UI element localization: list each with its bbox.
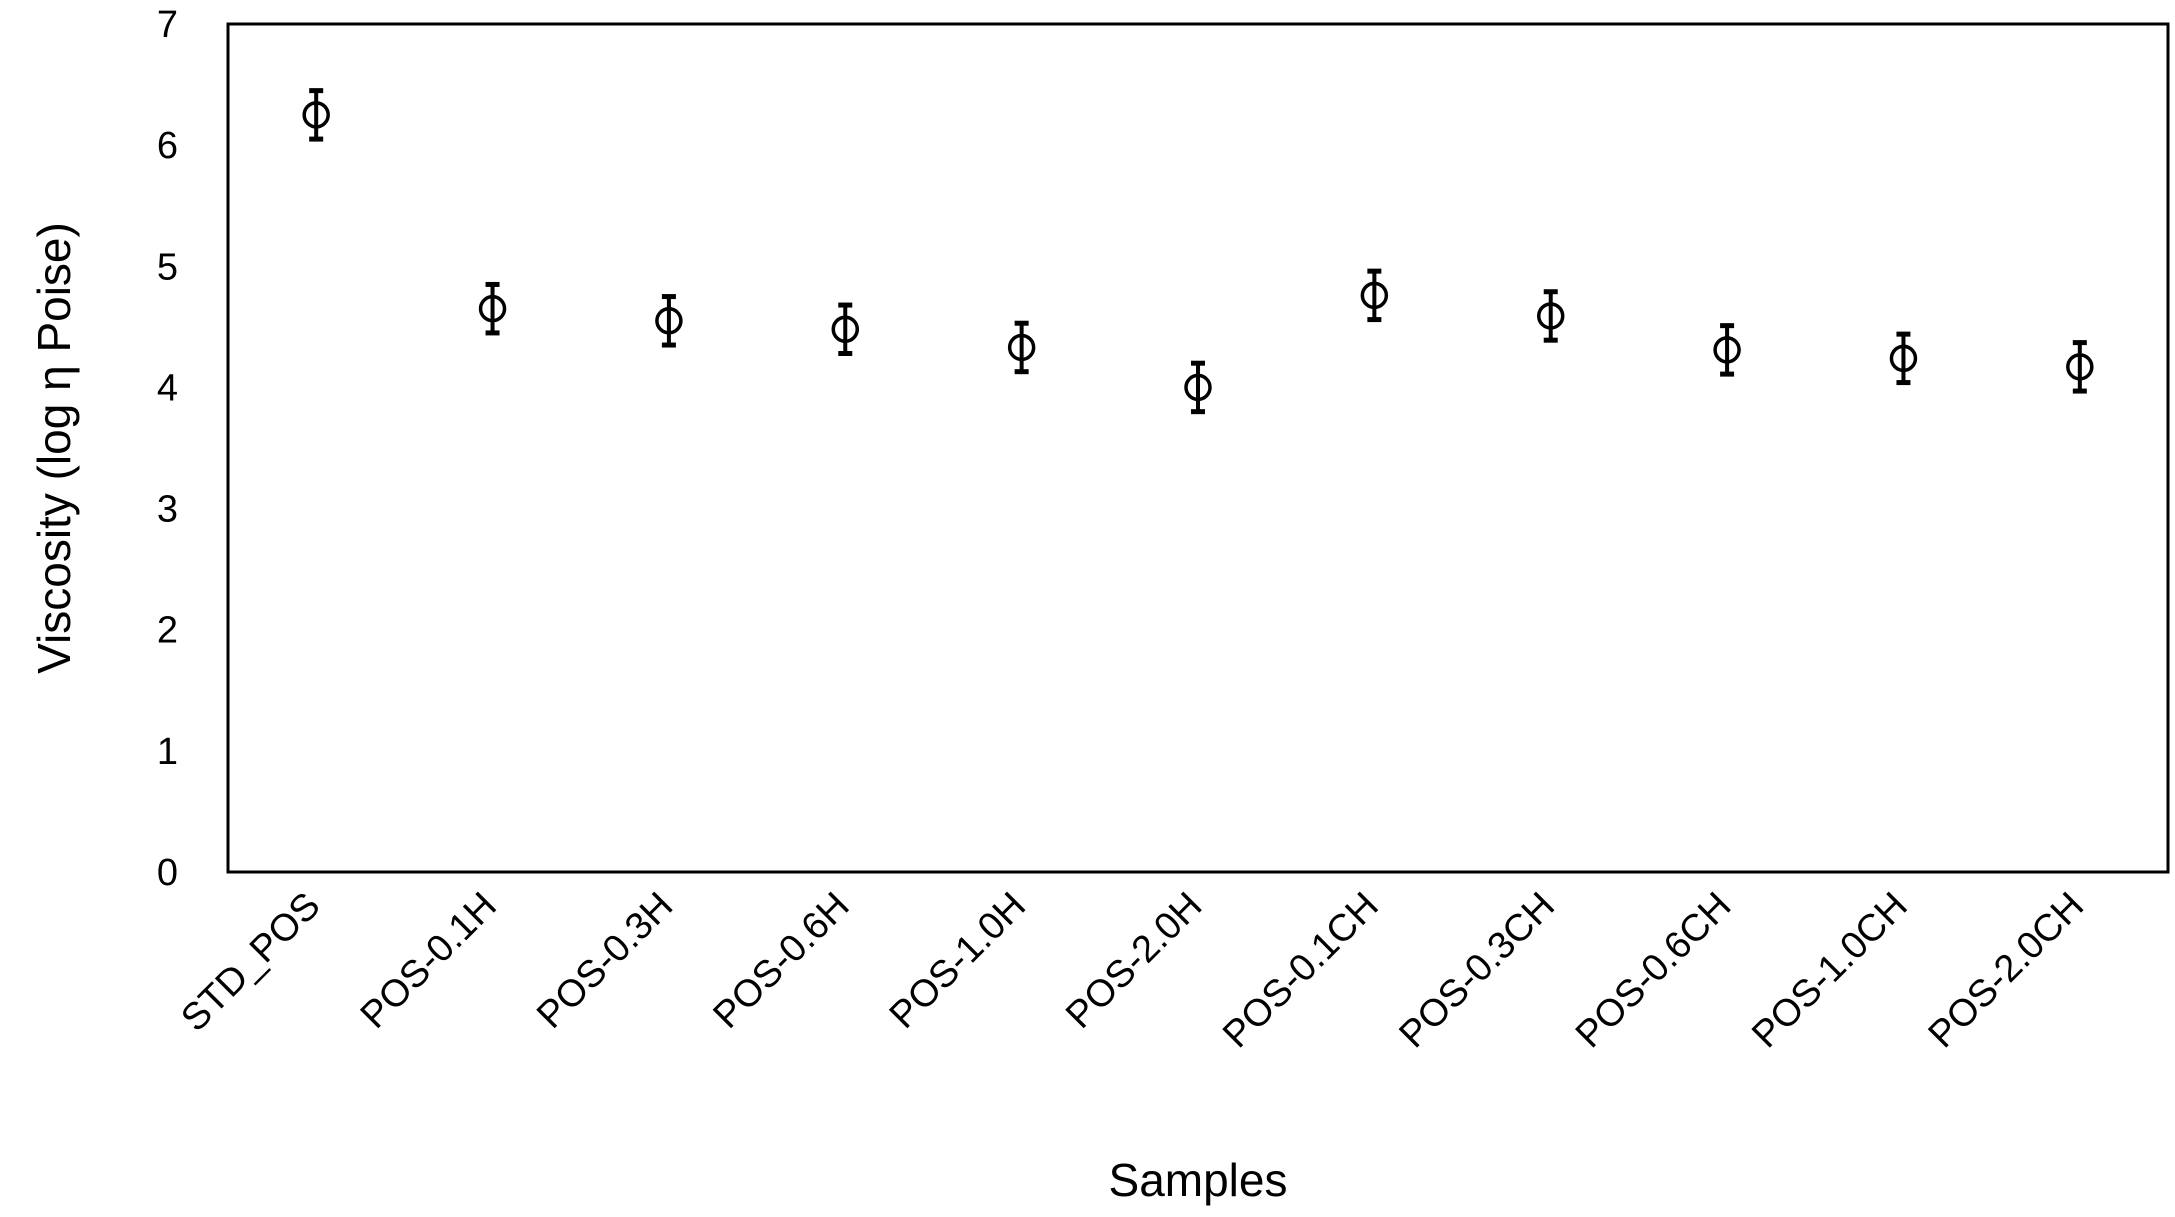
error-bar bbox=[1896, 331, 1911, 386]
data-point bbox=[655, 307, 683, 335]
y-axis-title: Viscosity (log η Poise) bbox=[28, 222, 80, 674]
data-point bbox=[1889, 344, 1918, 373]
data-point bbox=[1713, 336, 1741, 364]
x-axis-title: Samples bbox=[1109, 1154, 1288, 1206]
x-tick-label: POS-0.1H bbox=[353, 885, 505, 1037]
error-bar bbox=[661, 294, 676, 348]
data-point bbox=[1536, 302, 1565, 330]
y-tick-label: 2 bbox=[157, 610, 178, 652]
x-tick-label: POS-0.6H bbox=[705, 885, 857, 1037]
error-bar bbox=[309, 88, 324, 142]
data-point bbox=[1007, 333, 1036, 362]
x-tick-label: POS-0.3H bbox=[529, 885, 681, 1037]
x-axis-ticks: STD_POS POS-0.1H POS-0.3H POS-0.6H POS-1.0H P… bbox=[173, 885, 2092, 1057]
x-tick-label: POS-0.1CH bbox=[1215, 885, 1387, 1057]
error-bar bbox=[1720, 323, 1735, 377]
x-tick-label: POS-1.0H bbox=[882, 885, 1034, 1037]
data-point bbox=[478, 294, 507, 323]
data-point bbox=[831, 315, 860, 344]
x-tick-label: POS-2.0CH bbox=[1921, 885, 2093, 1057]
x-tick-label: POS-0.6CH bbox=[1568, 885, 1740, 1057]
error-bar bbox=[1191, 360, 1205, 415]
y-tick-label: 7 bbox=[157, 4, 178, 46]
y-tick-label: 6 bbox=[157, 125, 178, 167]
error-bar bbox=[1543, 289, 1558, 343]
data-point bbox=[1184, 373, 1212, 402]
error-bar bbox=[1014, 320, 1029, 375]
x-tick-label: POS-1.0CH bbox=[1744, 885, 1916, 1057]
y-tick-label: 3 bbox=[157, 489, 178, 531]
data-point bbox=[1360, 281, 1389, 310]
data-point bbox=[2066, 353, 2094, 381]
y-tick-label: 4 bbox=[157, 367, 178, 409]
error-bar bbox=[485, 281, 500, 336]
error-bar bbox=[2072, 340, 2087, 394]
plot-frame bbox=[226, 22, 2170, 874]
x-tick-label: POS-2.0H bbox=[1058, 885, 1210, 1037]
y-tick-label: 5 bbox=[157, 246, 178, 288]
x-tick-label: POS-0.3CH bbox=[1392, 885, 1564, 1057]
plot-area bbox=[226, 22, 2170, 874]
y-axis-ticks: 0 1 2 3 4 5 6 7 bbox=[157, 4, 178, 894]
error-bar bbox=[838, 302, 853, 357]
y-tick-label: 1 bbox=[157, 731, 178, 773]
error-bars bbox=[309, 88, 2087, 415]
data-points bbox=[302, 101, 2094, 402]
x-tick-label: STD_POS bbox=[173, 885, 328, 1040]
data-point bbox=[302, 101, 330, 129]
error-bar bbox=[1367, 268, 1382, 323]
y-tick-label: 0 bbox=[157, 852, 178, 894]
